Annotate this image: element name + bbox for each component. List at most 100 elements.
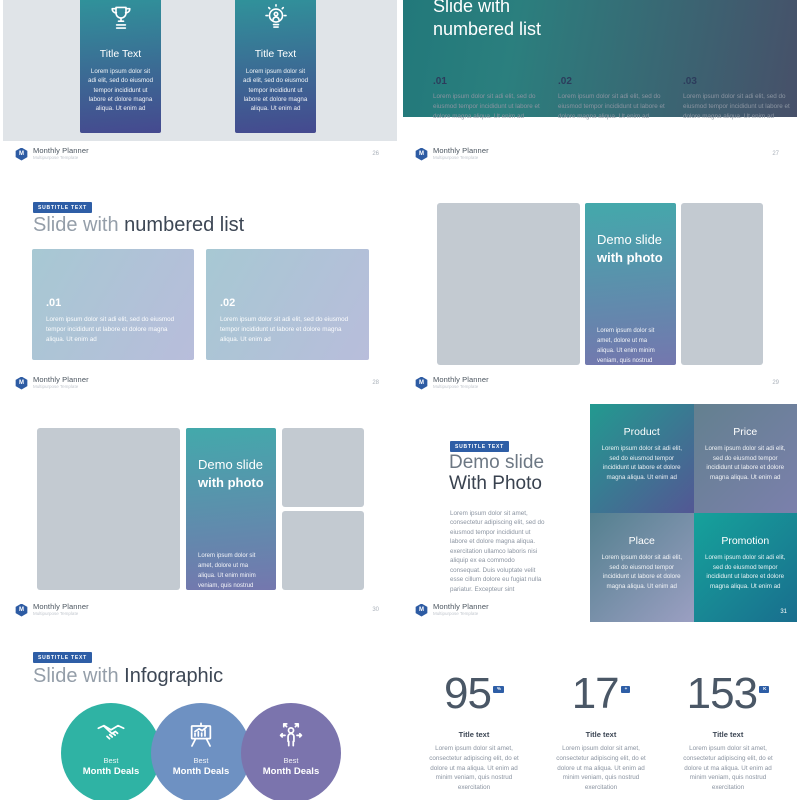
card-title: Demo slide with photo xyxy=(597,232,663,265)
quadrant-body: Lorem ipsum dolor sit adi elit, sed do e… xyxy=(601,554,682,590)
circle-label-bottom: Month Deals xyxy=(172,766,230,777)
quadrant-body: Lorem ipsum dolor sit adi elit, sed do e… xyxy=(601,445,682,481)
card-body: Lorem ipsum dolor sit adi elit, sed do e… xyxy=(243,68,309,113)
stat-unit-badge: K xyxy=(759,685,770,693)
brand-logo: M xyxy=(415,147,428,161)
brand-name: Monthly Planner xyxy=(433,375,489,385)
slide28-title: Slide with numbered list xyxy=(33,214,245,236)
numbered-item: .02 Lorem ipsum dolor sit adi elit, sed … xyxy=(558,76,671,121)
card-body: Lorem ipsum dolor sit adi elit, sed do e… xyxy=(88,68,154,113)
card-title: Title Text xyxy=(254,48,297,60)
circle-label-top: Best xyxy=(193,756,209,765)
page-number: 26 xyxy=(372,151,379,157)
stat-title: Title text xyxy=(712,730,744,739)
subtitle-badge: SUBTITLE TEXT xyxy=(450,441,510,452)
photo-placeholder xyxy=(282,511,364,590)
slide26-card-2: Title Text Lorem ipsum dolor sit adi eli… xyxy=(235,0,316,133)
stat-unit-badge: % xyxy=(492,685,504,693)
quadrant-promotion: Promotion Lorem ipsum dolor sit adi elit… xyxy=(693,513,797,622)
brand-name: Monthly Planner xyxy=(33,375,89,385)
brand-logo: M xyxy=(15,147,28,161)
card-body: Lorem ipsum dolor sit adi elit, sed do e… xyxy=(46,316,175,343)
handshake-icon xyxy=(95,720,127,752)
photo-placeholder xyxy=(437,203,580,365)
brand-tagline: Multipurpose Template xyxy=(433,384,479,390)
slide-footer: M Monthly Planner Multipurpose Template … xyxy=(15,375,379,391)
stat-value: 17 + xyxy=(550,672,652,716)
trophy-icon xyxy=(106,3,136,33)
slide-thumbnail-31[interactable]: SUBTITLE TEXT Demo slide With Photo Lore… xyxy=(403,399,797,624)
brand-logo: M xyxy=(15,376,28,390)
brand-logo: M xyxy=(15,603,28,617)
slide-thumbnail-33[interactable]: 95% Title text Lorem ipsum dolor sit ame… xyxy=(403,624,797,800)
slide-thumbnail-26[interactable]: Title Text Lorem ipsum dolor sit adi eli… xyxy=(3,0,397,168)
item-body: Lorem ipsum dolor sit adi elit, sed do e… xyxy=(433,93,540,120)
stat-value: 95% xyxy=(423,672,525,716)
quadrant-body: Lorem ipsum dolor sit adi elit, sed do e… xyxy=(705,554,786,590)
subtitle-badge: SUBTITLE TEXT xyxy=(33,652,93,663)
item-number: .01 xyxy=(433,76,447,87)
brand-logo: M xyxy=(415,376,428,390)
stat-title: Title text xyxy=(458,730,490,739)
page-number: 30 xyxy=(372,607,379,613)
item-number: .03 xyxy=(683,76,697,87)
slide-thumbnail-30[interactable]: Demo slide with photo Lorem ipsum dolor s… xyxy=(3,399,397,624)
photo-caption-card: Demo slide with photo Lorem ipsum dolor s… xyxy=(186,428,276,590)
stat-body: Lorem ipsum dolor sit amet, consectetur … xyxy=(556,745,646,791)
stat-value: 153 K xyxy=(677,672,779,716)
quadrant-body: Lorem ipsum dolor sit adi elit, sed do e… xyxy=(705,445,786,481)
slide-footer: M Monthly Planner Multipurpose Template … xyxy=(15,602,379,618)
brand-tagline: Multipurpose Template xyxy=(433,611,479,617)
quadrant-price: Price Lorem ipsum dolor sit adi elit, se… xyxy=(693,404,797,513)
stat-body: Lorem ipsum dolor sit amet, consectetur … xyxy=(683,745,773,791)
bulb-person-icon xyxy=(261,3,291,33)
slide28-card-1: .01 Lorem ipsum dolor sit adi elit, sed … xyxy=(32,249,194,360)
slide26-card-1: Title Text Lorem ipsum dolor sit adi eli… xyxy=(80,0,161,133)
stats-row: 95% Title text Lorem ipsum dolor sit ame… xyxy=(423,672,779,793)
brand-name: Monthly Planner xyxy=(433,602,489,612)
page-number: 28 xyxy=(372,380,379,386)
slide-thumbnail-28[interactable]: SUBTITLE TEXT Slide with numbered list .… xyxy=(3,172,397,397)
page-number: 27 xyxy=(772,151,779,157)
card-body: Lorem ipsum dolor sit amet, dolore ut ma… xyxy=(597,328,655,364)
stat-body: Lorem ipsum dolor sit amet, consectetur … xyxy=(429,745,519,791)
item-body: Lorem ipsum dolor sit adi elit, sed do e… xyxy=(558,93,665,120)
circle-label-top: Best xyxy=(283,756,299,765)
infographic-circle-1: Best Month Deals xyxy=(61,703,161,800)
circle-label-bottom: Month Deals xyxy=(262,766,320,777)
slide-thumbnail-29[interactable]: Demo slide with photo Lorem ipsum dolor s… xyxy=(403,172,797,397)
item-body: Lorem ipsum dolor sit adi elit, sed do e… xyxy=(683,93,790,120)
numbered-item: .01 Lorem ipsum dolor sit adi elit, sed … xyxy=(433,76,546,121)
card-body: Lorem ipsum dolor sit amet, dolore ut ma… xyxy=(198,553,256,589)
brand-tagline: Multipurpose Template xyxy=(33,384,79,390)
brand-name: Monthly Planner xyxy=(33,602,89,612)
slide31-body: Lorem ipsum dolor sit amet, consectetur … xyxy=(450,510,545,593)
page-number: 29 xyxy=(772,380,779,386)
slide26-gray-panel xyxy=(3,0,397,141)
stat-block: 17 + Title text Lorem ipsum dolor sit ame… xyxy=(550,672,652,793)
slide-footer: M Monthly Planner Multipurpose Template … xyxy=(15,146,379,162)
quadrant-product: Product Lorem ipsum dolor sit adi elit, … xyxy=(590,404,694,513)
brand-name: Monthly Planner xyxy=(33,146,89,156)
quadrant-place: Place Lorem ipsum dolor sit adi elit, se… xyxy=(590,513,694,622)
card-number: .02 xyxy=(220,297,236,309)
photo-placeholder xyxy=(282,428,364,507)
photo-caption-card: Demo slide with photo Lorem ipsum dolor s… xyxy=(585,203,676,365)
slide-footer: M Monthly Planner Multipurpose Template xyxy=(415,602,577,618)
infographic-circle-3: Best Month Deals xyxy=(241,703,341,800)
circle-label-top: Best xyxy=(103,756,119,765)
slide-thumbnail-27[interactable]: Slide with numbered list .01 Lorem ipsum… xyxy=(403,0,797,168)
slide-thumbnail-32[interactable]: SUBTITLE TEXT Slide with Infographic Bes… xyxy=(3,624,397,800)
photo-placeholder xyxy=(37,428,180,590)
infographic-circle-2: Best Month Deals xyxy=(151,703,251,800)
item-number: .02 xyxy=(558,76,572,87)
person-arrows-icon xyxy=(275,720,307,752)
numbered-list: .01 Lorem ipsum dolor sit adi elit, sed … xyxy=(433,76,796,121)
stat-unit-badge: + xyxy=(620,685,631,693)
card-number: .01 xyxy=(46,297,62,309)
brand-tagline: Multipurpose Template xyxy=(433,155,479,161)
slide27-header-band: Slide with numbered list xyxy=(403,0,797,117)
stat-block: 153 K Title text Lorem ipsum dolor sit am… xyxy=(677,672,779,793)
numbered-item: .03 Lorem ipsum dolor sit adi elit, sed … xyxy=(683,76,796,121)
